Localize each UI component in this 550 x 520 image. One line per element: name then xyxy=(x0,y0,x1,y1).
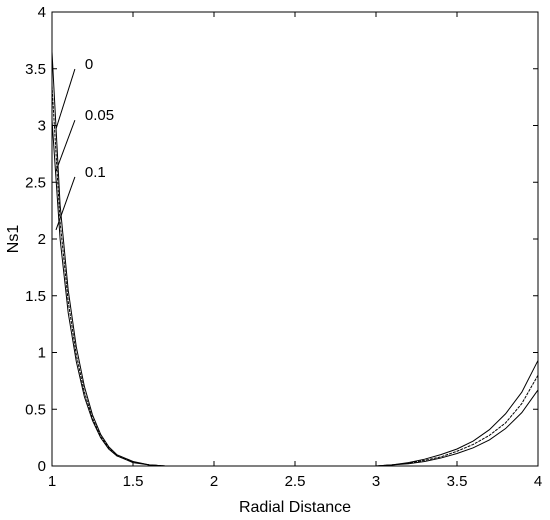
annotation-leader-line xyxy=(55,119,76,172)
y-tick-label: 4 xyxy=(38,4,46,21)
x-tick-label: 3 xyxy=(372,473,380,490)
series-line-0-05 xyxy=(51,85,539,467)
annotation-label: 0.05 xyxy=(85,107,114,124)
x-tick-label: 1 xyxy=(48,473,56,490)
plot-frame xyxy=(51,11,539,467)
y-tick-label: 3.5 xyxy=(25,61,46,78)
y-tick-label: 0 xyxy=(38,458,46,475)
annotation-layer: 0 0.05 0.1 xyxy=(55,56,114,231)
x-tick-label: 2.5 xyxy=(285,473,306,490)
y-tick-label: 3 xyxy=(38,118,46,135)
y-axis-label: Ns1 xyxy=(5,225,22,254)
annotation-leader-line xyxy=(55,68,76,130)
annotation-label: 0 xyxy=(85,56,93,73)
plot-area xyxy=(51,11,539,467)
annotation-label: 0.1 xyxy=(85,164,106,181)
tick-layer: 1 1.5 2 2.5 3 3.5 4 0 0.5 1 1.5 2 2.5 3 3.5 4 xyxy=(25,4,542,490)
y-tick-label: 2 xyxy=(38,231,46,248)
annotation-leader-line xyxy=(55,176,76,231)
y-tick-label: 2.5 xyxy=(25,174,46,191)
x-axis-label: Radial Distance xyxy=(239,499,351,516)
x-tick-label: 1.5 xyxy=(123,473,144,490)
y-tick-label: 1.5 xyxy=(25,288,46,305)
x-tick-label: 2 xyxy=(210,473,218,490)
y-tick-label: 0.5 xyxy=(25,401,46,418)
x-tick-label: 4 xyxy=(534,473,542,490)
y-tick-label: 1 xyxy=(38,345,46,362)
x-tick-label: 3.5 xyxy=(447,473,468,490)
